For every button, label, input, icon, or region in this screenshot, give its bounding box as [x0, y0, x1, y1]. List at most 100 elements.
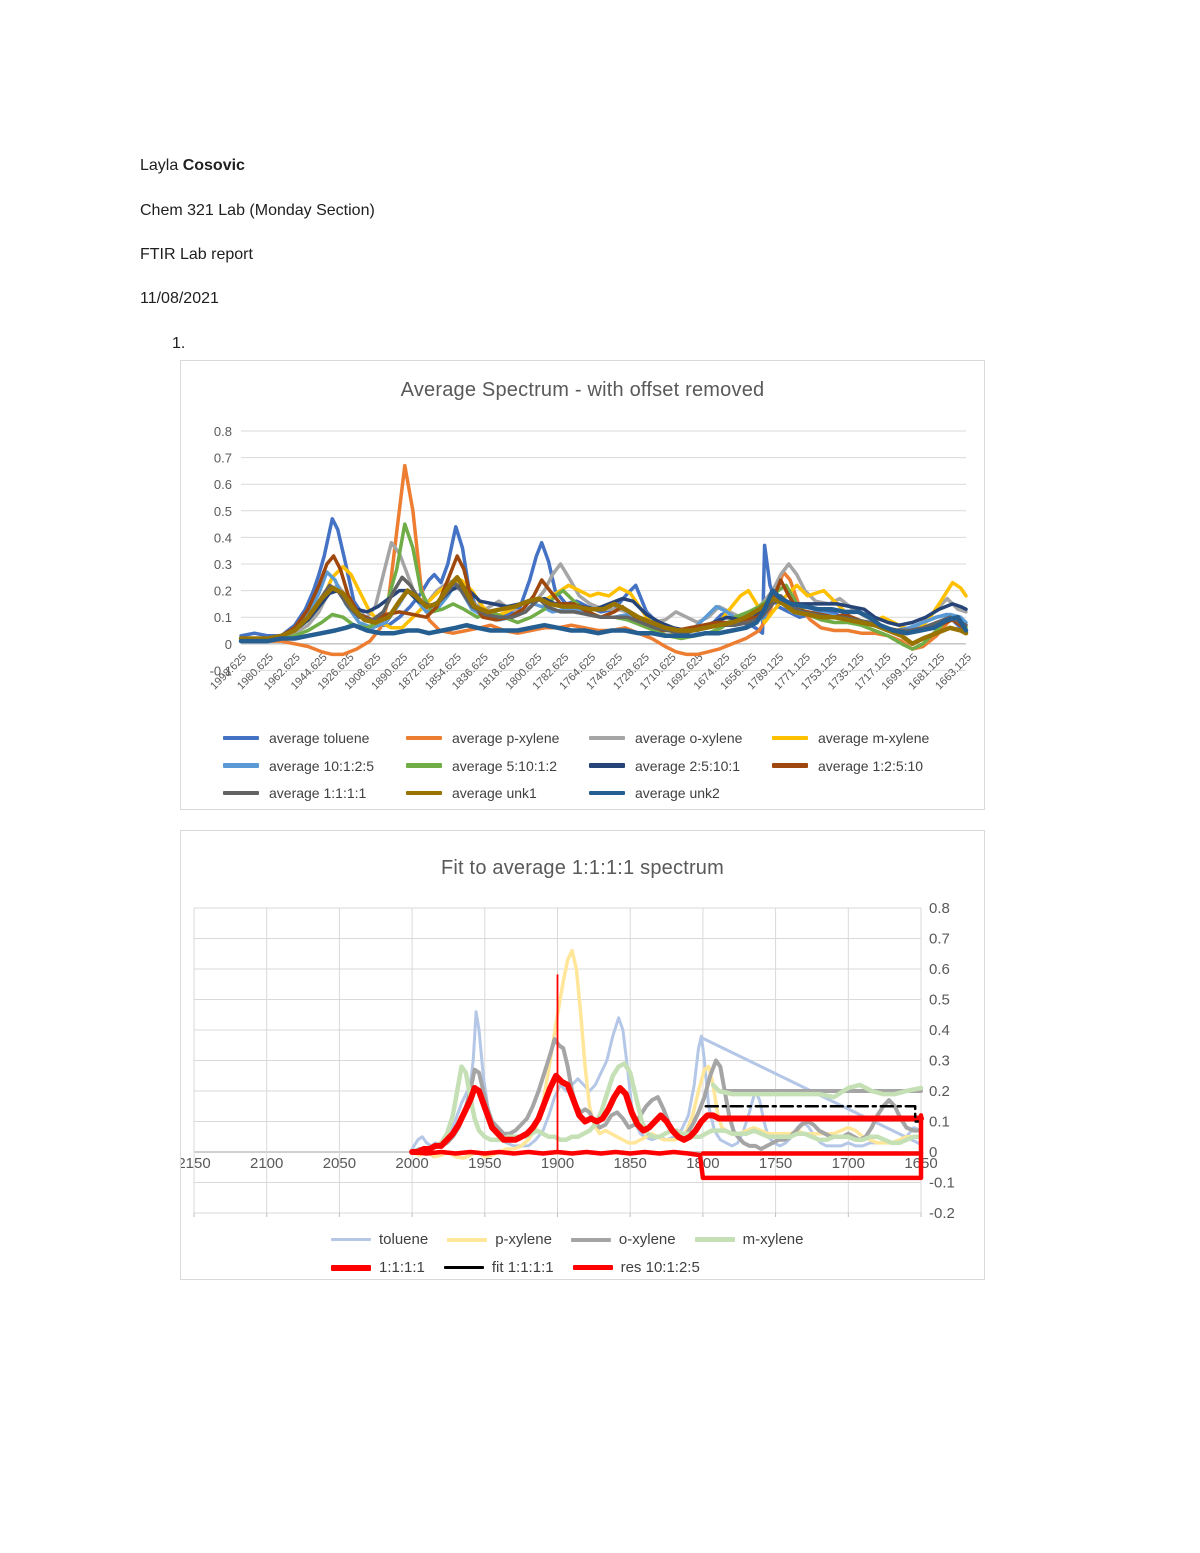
legend-item-p-xylene: p-xylene — [447, 1231, 552, 1248]
legend-label: toluene — [379, 1231, 429, 1248]
y-tick-label: 0.4 — [214, 530, 232, 545]
y-tick-label: 0.5 — [214, 504, 232, 519]
series-res-10-1-2-5-line — [409, 1113, 924, 1181]
legend-swatch — [589, 735, 625, 741]
legend-swatch — [772, 735, 808, 741]
legend-item-average-m-xylene: average m-xylene — [772, 729, 929, 747]
legend-label: p-xylene — [495, 1231, 552, 1248]
legend-label: o-xylene — [618, 1231, 676, 1248]
legend-item-average-2-5-10-1: average 2:5:10:1 — [589, 757, 740, 775]
series-m-xylene-line — [710, 1082, 924, 1100]
legend-row-2: 1:1:1:1 fit 1:1:1:1 res 10:1:2:5 — [331, 1259, 719, 1276]
legend-swatch — [447, 1237, 488, 1242]
legend-row-1: toluene p-xylene o-xylene m-xylene — [331, 1231, 822, 1248]
legend-swatch — [406, 735, 442, 741]
list-item-number: 1. — [172, 335, 186, 352]
y-tick-label: -0.1 — [929, 1175, 955, 1192]
legend-item-m-xylene: m-xylene — [694, 1231, 804, 1248]
x-tick-label: 2000 — [395, 1155, 428, 1172]
legend-swatch — [223, 763, 259, 768]
x-tick-label: 2050 — [323, 1155, 356, 1172]
series-m-xylene-line — [409, 1061, 924, 1155]
y-tick-label: 0 — [225, 637, 232, 652]
legend-item-fit-1-1-1-1: fit 1:1:1:1 — [443, 1259, 554, 1276]
x-tick-label: 1850 — [614, 1155, 647, 1172]
legend-swatch — [589, 763, 625, 768]
chart2-title: Fit to average 1:1:1:1 spectrum — [440, 857, 724, 879]
legend-label: average 1:1:1:1 — [269, 785, 367, 801]
y-tick-label: 0.8 — [214, 424, 232, 439]
legend-label: average unk1 — [452, 785, 537, 801]
legend-swatch — [223, 735, 259, 741]
legend-swatch — [223, 790, 259, 796]
legend-item-1-1-1-1: 1:1:1:1 — [331, 1259, 425, 1276]
chart1-title: Average Spectrum - with offset removed — [400, 379, 765, 401]
chart2-svg: 0.8 0.7 0.6 0.5 0.4 0.3 0.2 0.1 0 -0.1 -0.2 2150 210… — [181, 900, 955, 1222]
y-tick-label: 0.1 — [214, 610, 232, 625]
y-tick-label: 0.1 — [929, 1114, 950, 1131]
series-average-unk1-line — [238, 575, 969, 647]
chart-fit-spectrum[interactable]: Fit to average 1:1:1:1 spectrum 0.8 0.7 0.… — [180, 830, 985, 1280]
y-tick-label: 0.6 — [214, 477, 232, 492]
x-tick-label: 1950 — [468, 1155, 501, 1172]
legend-label: res 10:1:2:5 — [620, 1259, 700, 1276]
legend-swatch — [572, 1265, 613, 1270]
legend-label: average 1:2:5:10 — [818, 757, 924, 774]
x-tick-label: 2100 — [250, 1155, 283, 1172]
legend-swatch — [331, 1238, 371, 1241]
legend-item-average-o-xylene: average o-xylene — [589, 729, 742, 747]
chart1-svg: 0.80.70.60.50.40.30.20.10-0.11998.625198… — [208, 424, 974, 692]
legend-item-average-10-1-2-5: average 10:1:2:5 — [223, 757, 374, 775]
legend-swatch — [331, 1264, 371, 1271]
series-average-unk2-line — [238, 588, 969, 644]
legend-item-average-5-10-1-2: average 5:10:1:2 — [406, 757, 557, 775]
legend-label: m-xylene — [742, 1231, 804, 1248]
legend-label: average 2:5:10:1 — [635, 757, 741, 774]
date-line: 11/08/2021 — [140, 290, 219, 307]
legend-item-average-unk1: average unk1 — [406, 784, 537, 802]
y-tick-label: 0.5 — [929, 992, 950, 1009]
y-tick-label: 0.4 — [929, 1022, 950, 1039]
x-tick-label: 1900 — [541, 1155, 574, 1172]
author-line: Layla Cosovic — [140, 156, 245, 176]
y-tick-label: 0.6 — [929, 961, 950, 978]
x-tick-label: 1700 — [832, 1155, 865, 1172]
legend-label: average unk2 — [635, 785, 720, 801]
y-tick-label: -0.1 — [210, 663, 232, 678]
legend-item-average-toluene: average toluene — [223, 729, 369, 747]
y-tick-label: -0.2 — [929, 1205, 955, 1222]
y-tick-label: 0.2 — [929, 1083, 950, 1100]
legend-swatch — [443, 1266, 484, 1269]
y-tick-label: 0.7 — [929, 931, 950, 948]
legend-item-average-p-xylene: average p-xylene — [406, 729, 559, 747]
x-tick-label: 2150 — [181, 1155, 211, 1172]
course-line: Chem 321 Lab (Monday Section) — [140, 202, 375, 219]
series-fit-1-1-1-1-line — [704, 1105, 923, 1123]
legend-label: average 5:10:1:2 — [452, 757, 558, 774]
legend-swatch — [694, 1237, 735, 1242]
legend-label: fit 1:1:1:1 — [491, 1259, 554, 1276]
author-last-name: Cosovic — [182, 157, 245, 174]
legend-item-average-1-1-1-1: average 1:1:1:1 — [223, 784, 366, 802]
y-tick-label: 0.2 — [214, 584, 232, 599]
legend-label: average 10:1:2:5 — [269, 757, 375, 774]
chart-average-spectrum[interactable]: Average Spectrum - with offset removed 0… — [180, 360, 985, 810]
legend-item-toluene: toluene — [331, 1231, 428, 1248]
legend-swatch — [406, 763, 442, 768]
legend-item-res-10-1-2-5: res 10:1:2:5 — [572, 1259, 700, 1276]
x-tick-label: 1750 — [759, 1155, 792, 1172]
legend-swatch — [570, 1237, 611, 1242]
series-1-1-1-1-line — [409, 1072, 924, 1155]
y-tick-label: 0 — [929, 1144, 937, 1161]
legend-label: 1:1:1:1 — [379, 1259, 425, 1276]
y-tick-label: 0.3 — [929, 1053, 950, 1070]
legend-label: average p-xylene — [452, 730, 560, 746]
y-tick-label: 0.8 — [929, 900, 950, 917]
legend-label: average o-xylene — [635, 730, 743, 746]
legend-item-average-unk2: average unk2 — [589, 784, 720, 802]
legend-label: average toluene — [269, 730, 370, 746]
author-first-name: Layla — [140, 157, 183, 174]
legend-item-o-xylene: o-xylene — [570, 1231, 676, 1248]
y-tick-label: 0.7 — [214, 451, 232, 466]
